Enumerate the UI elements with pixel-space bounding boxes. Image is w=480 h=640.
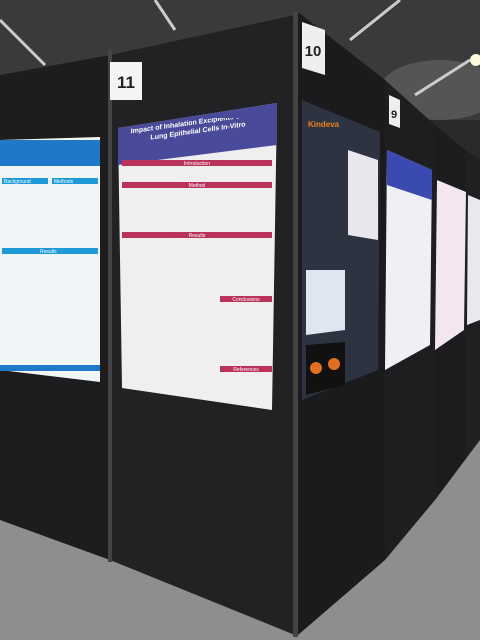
poster-section-bar [122, 232, 272, 238]
board-number-card [110, 62, 142, 100]
poster-section-bar [52, 178, 98, 184]
poster-image [306, 342, 345, 395]
ceiling-light [470, 54, 480, 66]
poster-section: Introduction [184, 161, 210, 167]
poster-section-bar [220, 366, 272, 372]
poster-title: Impact of Inhalation Excipients on Dista… [130, 118, 266, 142]
poster-header [0, 140, 100, 166]
poster [385, 150, 432, 370]
poster [0, 137, 100, 382]
poster-footer [0, 365, 100, 371]
poster-image-spot [328, 358, 340, 370]
poster-section-bar [2, 178, 48, 184]
poster-title-box: Impact of Inhalation Excipients on Dista… [130, 118, 266, 142]
poster-section-bar [2, 248, 98, 254]
poster-header [118, 103, 277, 165]
board-number: 10 [305, 43, 322, 60]
poster-section-bar [122, 182, 272, 188]
board-frame [108, 50, 112, 562]
lamp-arm [414, 58, 471, 97]
poster-section: References [233, 367, 259, 373]
poster-section: Background [4, 179, 31, 185]
poster-section: Conclusions [232, 297, 260, 303]
board-frame [293, 12, 298, 637]
poster-section: Results [189, 233, 206, 239]
board-number-card [302, 22, 325, 75]
poster-section: Results [40, 249, 57, 255]
poster-logo: Kindeva [308, 120, 340, 129]
board-number: 9 [391, 109, 397, 121]
lamp-arm [349, 0, 401, 42]
board-number-card [389, 95, 400, 128]
poster-section-bar [122, 160, 272, 166]
poster-panel [306, 270, 345, 335]
poster-section-bar [220, 296, 272, 302]
board-number: 11 [117, 73, 135, 92]
poster [467, 195, 480, 325]
poster [118, 103, 277, 410]
poster-section: Method [189, 183, 206, 189]
lamp-arm [153, 0, 177, 31]
poster-section: Methods [54, 179, 74, 185]
poster [435, 180, 466, 350]
poster-header [387, 150, 432, 200]
lamp-arm [0, 18, 47, 67]
poster-panel [348, 150, 378, 240]
poster-image-spot [310, 362, 322, 374]
